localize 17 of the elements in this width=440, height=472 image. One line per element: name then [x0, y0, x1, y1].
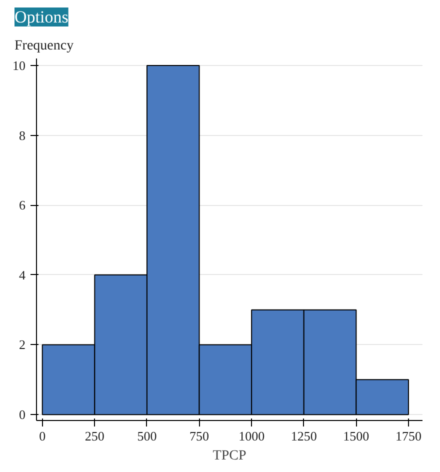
y-axis-title: Frequency [14, 38, 74, 54]
x-tick-label: 1750 [395, 428, 422, 444]
x-tick-label: 0 [39, 428, 46, 444]
y-tick-label: 8 [19, 128, 26, 143]
y-tick-label: 2 [19, 337, 26, 352]
y-tick-label: 10 [12, 58, 26, 73]
y-tick-label: 0 [19, 407, 26, 422]
x-tick-label: 1500 [343, 428, 370, 444]
text: Options [14, 8, 68, 26]
x-tick-label: 1250 [290, 428, 317, 444]
y-tick-label: 6 [19, 198, 26, 213]
x-tick-label: 500 [137, 428, 157, 444]
y-tick-label: 4 [19, 267, 26, 282]
x-tick-label: 1000 [238, 428, 265, 444]
x-tick-label: 250 [84, 428, 104, 444]
x-tick-label: 750 [190, 428, 210, 444]
x-axis-title: TPCP [212, 448, 246, 464]
